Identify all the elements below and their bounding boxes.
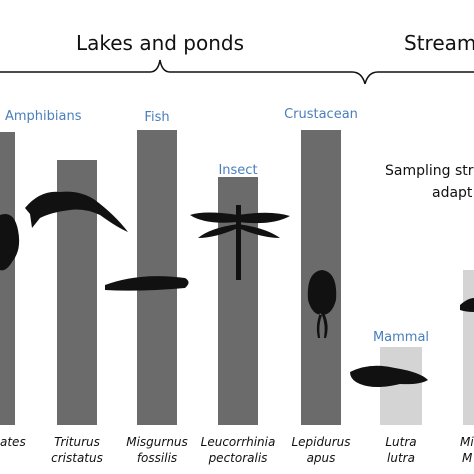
species-label: apus <box>307 451 336 465</box>
bar <box>463 270 474 425</box>
species-label: M <box>462 451 473 465</box>
brace <box>0 59 474 85</box>
group-label: Crustacean <box>284 107 358 122</box>
group-label: Mammal <box>373 330 429 345</box>
habitat-label: Lakes and ponds <box>76 31 244 55</box>
species-label: Triturus <box>54 435 100 449</box>
species-label: Lutra <box>385 435 416 449</box>
habitat-label: Stream <box>404 31 474 55</box>
dragonfly-wings <box>190 212 290 238</box>
crustacean <box>307 270 337 338</box>
fish <box>105 276 189 291</box>
group-label: Fish <box>144 110 169 125</box>
species-label: ates <box>0 435 26 449</box>
newt <box>25 191 128 232</box>
species-label: Lepidurus <box>291 435 350 449</box>
species-label: lutra <box>387 451 415 465</box>
group-label: Amphibians <box>5 109 82 124</box>
species-label: Leucorrhinia <box>201 435 276 449</box>
species-label: fossilis <box>137 451 177 465</box>
silhouettes <box>0 191 474 387</box>
species-label: Misgurnus <box>126 435 188 449</box>
species-label: Mi <box>460 435 474 449</box>
group-label: Insect <box>218 163 257 178</box>
frog <box>0 214 20 271</box>
note: adapt <box>432 185 473 201</box>
species-label: pectoralis <box>208 451 268 465</box>
dragonfly-body <box>236 205 241 280</box>
species-labels: ates Triturus cristatus Misgurnus fossil… <box>0 435 474 465</box>
species-label: cristatus <box>51 451 103 465</box>
otter <box>350 365 428 387</box>
note: Sampling stra <box>385 163 474 179</box>
bar <box>0 132 15 425</box>
animal <box>460 298 474 312</box>
